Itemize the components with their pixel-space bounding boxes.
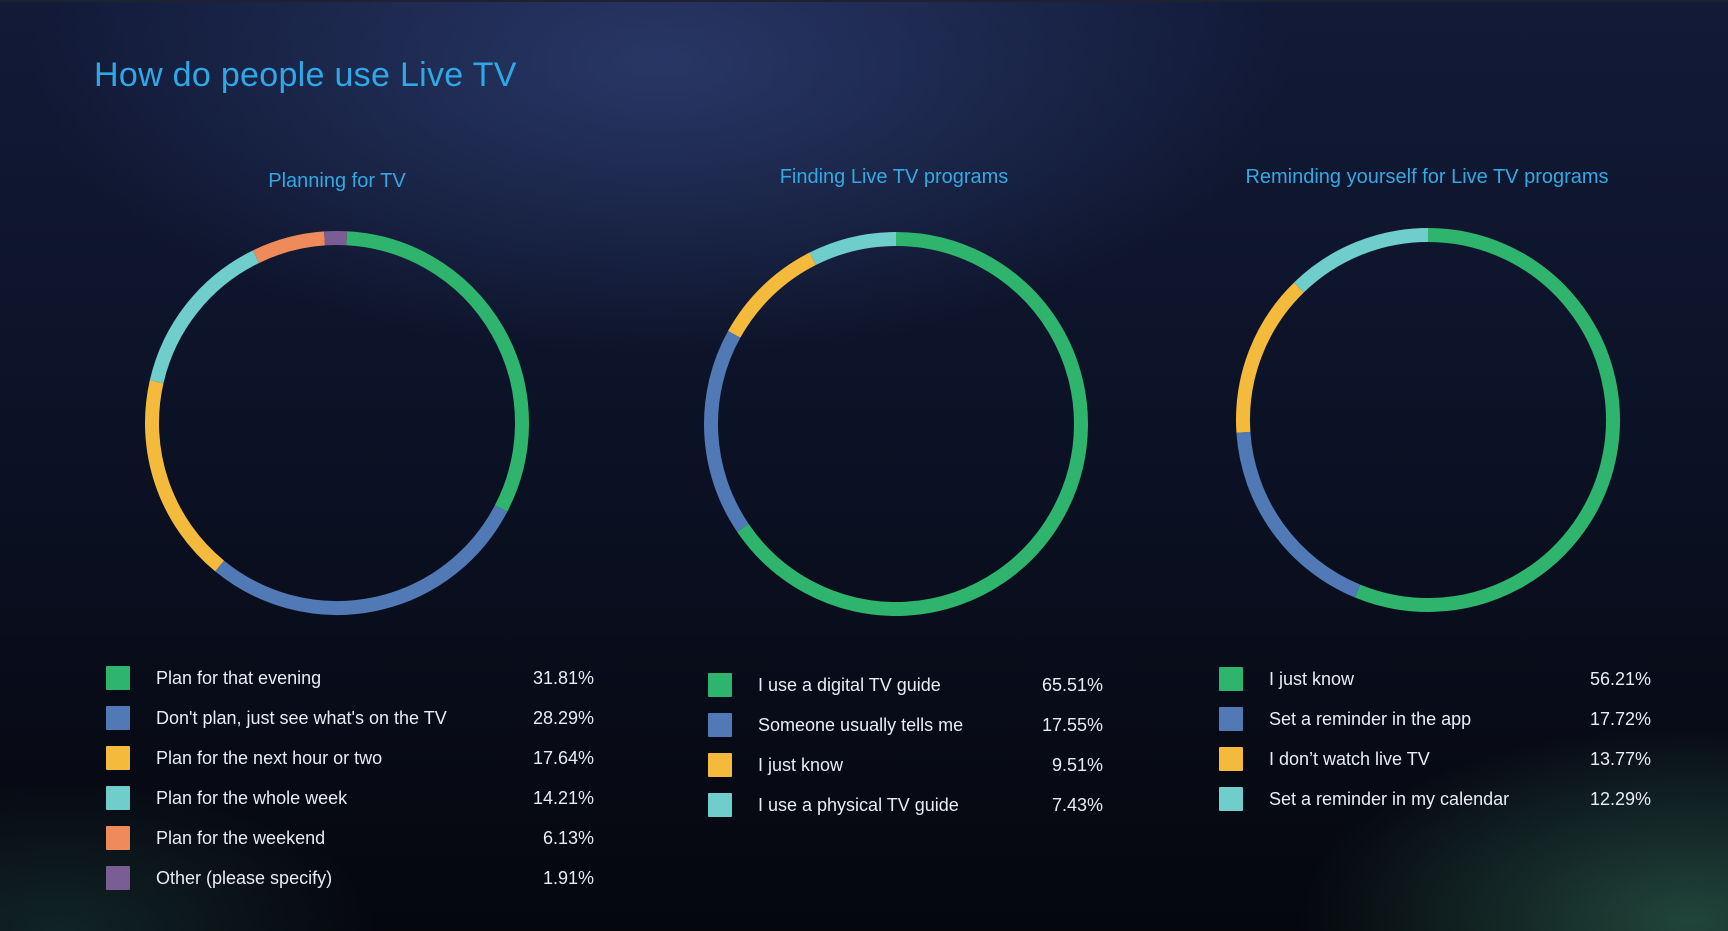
legend-label: Plan for the weekend [156, 827, 326, 848]
legend-value: 14.21% [532, 787, 594, 808]
legend-label: I don’t watch live TV [1269, 748, 1430, 769]
legend-item: Plan for the weekend 6.13% [106, 818, 594, 858]
donut-segment-i-just-know [1354, 228, 1620, 612]
donut-segment-i-just-know [728, 252, 816, 338]
legend-label: Set a reminder in the app [1269, 708, 1472, 729]
donut-segment-plan-for-the-whole-week [149, 250, 260, 384]
legend-value: 6.13% [542, 827, 594, 848]
legend-item: Set a reminder in the app 17.72% [1219, 699, 1651, 739]
chart-title-finding: Finding Live TV programs [779, 166, 1009, 188]
donut-segment-plan-for-the-next-hour-or-two [145, 380, 225, 572]
legend-label: Someone usually tells me [758, 714, 964, 735]
legend-item: Other (please specify) 1.91% [106, 858, 594, 898]
legend-value: 12.29% [1589, 788, 1651, 809]
legend-value: 7.43% [1051, 794, 1103, 815]
legend-swatch [106, 666, 130, 690]
donut-segment-plan-for-that-evening [346, 231, 530, 512]
legend-item: Set a reminder in my calendar 12.29% [1219, 779, 1651, 819]
legend-label: Other (please specify) [156, 867, 333, 888]
legend-swatch [1219, 787, 1243, 811]
donut-segment-set-a-reminder-in-the-app [1236, 431, 1361, 598]
legend-item: Plan for the whole week 14.21% [106, 778, 594, 818]
legend-label: Plan for the next hour or two [156, 747, 383, 768]
legend-item: Don't plan, just see what's on the TV 28… [106, 698, 594, 738]
legend-value: 28.29% [532, 707, 594, 728]
legend-swatch [106, 826, 130, 850]
legend-swatch [1219, 667, 1243, 691]
legend-reminding: I just know 56.21% Set a reminder in the… [1219, 659, 1651, 819]
donut-chart-finding [704, 232, 1088, 616]
legend-label: I just know [1269, 668, 1355, 689]
donut-segment-i-use-a-digital-tv-guide [737, 232, 1088, 616]
legend-label: I use a digital TV guide [758, 674, 941, 695]
legend-swatch [106, 786, 130, 810]
donut-segment-i-don-t-watch-live-tv [1236, 282, 1304, 433]
legend-swatch [106, 866, 130, 890]
legend-label: Plan for the whole week [156, 787, 348, 808]
legend-swatch [1219, 747, 1243, 771]
legend-value: 1.91% [542, 867, 594, 888]
legend-label: I just know [758, 754, 844, 775]
legend-item: I just know 9.51% [708, 745, 1103, 785]
donut-chart-reminding [1236, 228, 1620, 612]
donut-chart-planning [145, 231, 530, 615]
legend-value: 31.81% [532, 667, 594, 688]
legend-item: Plan for that evening 31.81% [106, 658, 594, 698]
legend-swatch [708, 793, 732, 817]
legend-value: 65.51% [1041, 674, 1103, 695]
legend-label: Don't plan, just see what's on the TV [156, 707, 447, 728]
legend-value: 17.64% [532, 747, 594, 768]
legend-item: I use a digital TV guide 65.51% [708, 665, 1103, 705]
legend-item: I don’t watch live TV 13.77% [1219, 739, 1651, 779]
legend-label: Set a reminder in my calendar [1269, 788, 1510, 809]
legend-finding: I use a digital TV guide 65.51% Someone … [708, 665, 1103, 825]
legend-value: 17.55% [1041, 714, 1103, 735]
legend-value: 13.77% [1589, 748, 1651, 769]
donut-segment-i-use-a-physical-tv-guide [809, 232, 897, 266]
legend-label: Plan for that evening [156, 667, 322, 688]
legend-swatch [708, 753, 732, 777]
page-title: How do people use Live TV [94, 56, 517, 94]
legend-swatch [1219, 707, 1243, 731]
legend-item: Someone usually tells me 17.55% [708, 705, 1103, 745]
legend-item: I just know 56.21% [1219, 659, 1651, 699]
legend-planning: Plan for that evening 31.81% Don't plan,… [106, 658, 594, 898]
legend-swatch [106, 706, 130, 730]
chart-title-planning: Planning for TV [268, 170, 406, 192]
legend-value: 56.21% [1589, 668, 1651, 689]
legend-label: I use a physical TV guide [758, 794, 959, 815]
donut-segment-don-t-plan-just-see-what-s-on-the-tv [215, 505, 508, 615]
legend-item: Plan for the next hour or two 17.64% [106, 738, 594, 778]
donut-segment-plan-for-the-weekend [252, 231, 326, 263]
legend-swatch [106, 746, 130, 770]
legend-value: 17.72% [1589, 708, 1651, 729]
donut-segment-someone-usually-tells-me [704, 330, 749, 532]
legend-item: I use a physical TV guide 7.43% [708, 785, 1103, 825]
legend-swatch [708, 673, 732, 697]
legend-swatch [708, 713, 732, 737]
legend-value: 9.51% [1051, 754, 1103, 775]
donut-segment-set-a-reminder-in-my-calendar [1294, 228, 1429, 293]
chart-title-reminding: Reminding yourself for Live TV programs [1245, 166, 1609, 188]
